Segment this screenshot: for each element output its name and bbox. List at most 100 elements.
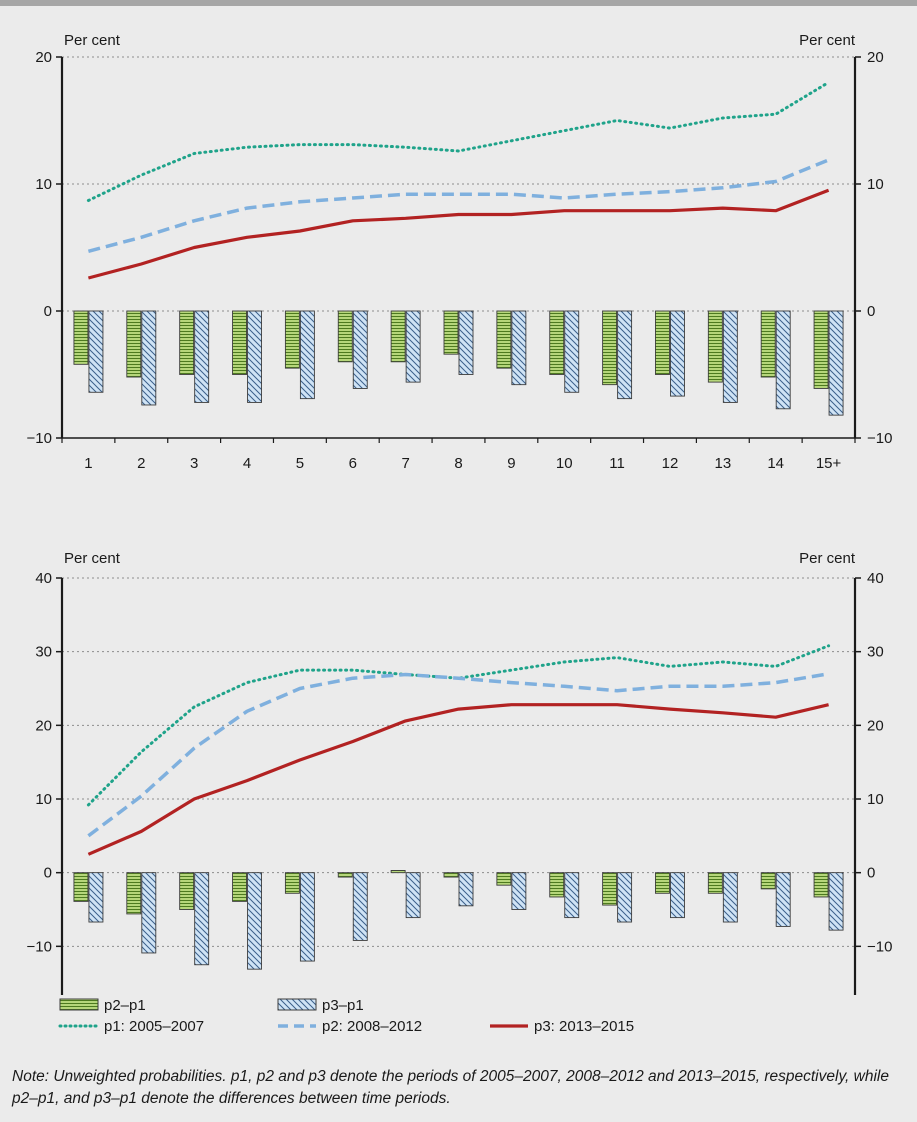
- bar-bar2: [141, 310, 157, 406]
- y-tick-label-left: 0: [44, 865, 52, 882]
- y-tick-label-right: −10: [867, 938, 892, 955]
- y-tick-label-left: 10: [35, 176, 52, 193]
- x-tick-label: 7: [401, 455, 409, 472]
- top-rule: [0, 0, 917, 6]
- bar-bar1: [73, 872, 89, 902]
- bar-bar2: [141, 872, 157, 954]
- bar-bar1: [760, 310, 776, 378]
- bar-bar1: [284, 872, 300, 894]
- bar-bar2: [194, 310, 210, 403]
- x-tick-label: 10: [556, 455, 573, 472]
- bar-bar1: [390, 870, 406, 874]
- bar-bar1: [602, 310, 618, 386]
- x-tick-label: 15+: [816, 455, 842, 472]
- bar-bar2: [352, 310, 368, 389]
- unit-label-left: Per cent: [64, 550, 121, 567]
- bar-bar1: [284, 310, 300, 369]
- bar-bar2: [299, 310, 315, 400]
- y-tick-label-right: 40: [867, 570, 884, 587]
- x-tick-label: 9: [507, 455, 515, 472]
- y-tick-label-left: −10: [27, 430, 52, 447]
- bar-bar1: [707, 310, 723, 383]
- y-tick-label-right: 10: [867, 176, 884, 193]
- x-tick-label: 8: [454, 455, 462, 472]
- footnote: Note: Unweighted probabilities. p1, p2 a…: [12, 1068, 889, 1107]
- bar-bar1: [73, 310, 89, 365]
- line-p3: [87, 703, 829, 856]
- bar-bar1: [549, 872, 565, 898]
- y-tick-label-left: 30: [35, 644, 52, 661]
- bar-bar1: [655, 872, 670, 894]
- bar-bar2: [670, 310, 685, 397]
- y-tick-label-right: 10: [867, 791, 884, 808]
- bar-bar1: [390, 310, 406, 363]
- bar-bar2: [564, 872, 580, 919]
- y-tick-label-left: 0: [44, 303, 52, 320]
- bar-bar2: [405, 872, 421, 919]
- bar-bar2: [511, 872, 527, 910]
- bar-bar1: [760, 872, 776, 890]
- line-p1: [86, 644, 831, 807]
- bar-bar1: [179, 872, 195, 910]
- y-tick-label-right: −10: [867, 430, 892, 447]
- bar-bar1: [443, 310, 459, 355]
- legend-label-p2-p1: p2–p1: [104, 997, 146, 1014]
- bar-bar2: [88, 310, 104, 393]
- bar-bar1: [655, 310, 670, 375]
- legend-label-p1: p1: 2005–2007: [104, 1018, 204, 1035]
- y-tick-label-left: 20: [35, 49, 52, 66]
- y-tick-label-right: 30: [867, 644, 884, 661]
- bar-bar2: [88, 872, 104, 923]
- legend-label-p3-p1: p3–p1: [322, 997, 364, 1014]
- bar-bar1: [126, 872, 142, 915]
- y-tick-label-left: 40: [35, 570, 52, 587]
- bar-bar1: [126, 310, 142, 378]
- unit-label-left: Per cent: [64, 32, 121, 49]
- bar-bar2: [511, 310, 527, 386]
- line-p1: [86, 80, 831, 202]
- bar-bar2: [564, 310, 580, 393]
- bar-bar1: [602, 872, 618, 906]
- bar-bar2: [670, 872, 685, 919]
- bar-bar2: [458, 310, 474, 375]
- bar-bar1: [232, 310, 247, 375]
- bar-bar1: [707, 872, 723, 894]
- bar-bar1: [813, 310, 829, 389]
- x-tick-label: 14: [767, 455, 784, 472]
- legend-label-p2: p2: 2008–2012: [322, 1018, 422, 1035]
- bar-bar2: [775, 872, 791, 927]
- bar-bar2: [722, 872, 738, 923]
- y-tick-label-right: 0: [867, 865, 875, 882]
- legend: p2–p1 p3–p1 p1: 2005–2007 p2: 2008–2012 …: [58, 997, 634, 1035]
- bar-bar1: [337, 872, 353, 878]
- y-tick-label-right: 20: [867, 49, 884, 66]
- legend-label-p3: p3: 2013–2015: [534, 1018, 634, 1035]
- bar-bar1: [496, 872, 512, 886]
- bar-bar2: [299, 872, 315, 962]
- bar-bar2: [617, 872, 633, 923]
- x-tick-label: 2: [137, 455, 145, 472]
- bar-bar2: [617, 310, 633, 400]
- line-p3: [87, 188, 830, 280]
- bar-bar1: [496, 310, 512, 369]
- x-tick-label: 1: [84, 455, 92, 472]
- bar-bar1: [813, 872, 829, 898]
- legend-swatch-p2-p1: [59, 998, 99, 1011]
- x-tick-label: 3: [190, 455, 198, 472]
- line-p2: [87, 672, 829, 838]
- bar-bar1: [549, 310, 565, 375]
- y-tick-label-left: 20: [35, 717, 52, 734]
- bar-bar2: [828, 310, 844, 416]
- bar-bar2: [352, 872, 368, 941]
- bar-bar2: [405, 310, 421, 383]
- bar-bar2: [247, 872, 262, 970]
- bar-bar2: [247, 310, 262, 403]
- legend-swatch-p3-p1: [277, 998, 317, 1011]
- y-tick-label-left: 10: [35, 791, 52, 808]
- x-tick-label: 12: [662, 455, 679, 472]
- x-tick-label: 4: [243, 455, 251, 472]
- bar-bar2: [828, 872, 844, 931]
- y-tick-label-right: 20: [867, 717, 884, 734]
